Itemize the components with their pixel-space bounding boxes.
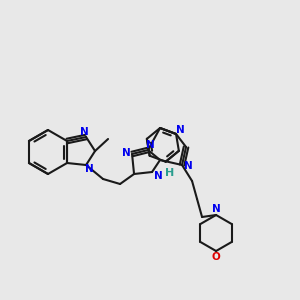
Text: N: N: [212, 204, 220, 214]
Text: N: N: [154, 171, 162, 181]
Text: N: N: [85, 164, 93, 174]
Text: N: N: [146, 140, 154, 150]
Text: N: N: [122, 148, 130, 158]
Text: O: O: [212, 252, 220, 262]
Text: N: N: [80, 127, 88, 137]
Text: N: N: [176, 125, 184, 135]
Text: N: N: [184, 161, 192, 171]
Text: H: H: [165, 168, 175, 178]
